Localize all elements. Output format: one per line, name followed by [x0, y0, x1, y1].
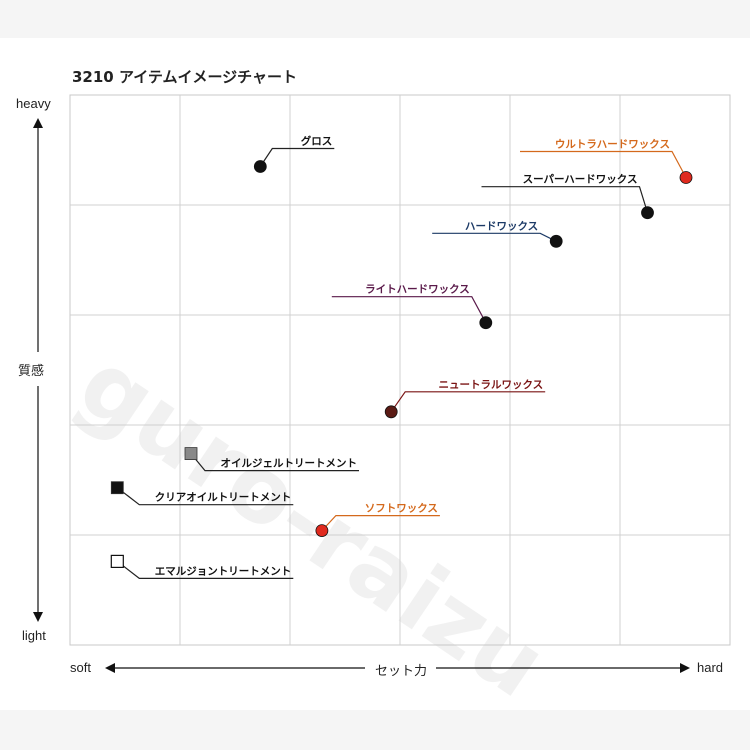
leader-line [331, 296, 487, 323]
point-label: エマルジョントリートメント [155, 565, 292, 577]
data-point [315, 524, 329, 537]
data-point [110, 554, 124, 569]
y-axis-label: 質感 [18, 364, 45, 379]
y-axis-bottom-label: light [22, 628, 46, 643]
data-point [641, 206, 654, 220]
point-label: ライトハードワックス [365, 284, 470, 296]
leader-line [481, 186, 649, 213]
point-label: ウルトラハードワックス [555, 139, 670, 151]
data-point [253, 160, 267, 173]
leader-line [259, 147, 335, 167]
chart-title: 3210 アイテムイメージチャート [72, 68, 298, 86]
point-label: ソフトワックス [365, 503, 438, 515]
data-point [110, 481, 124, 495]
point-label: クリアオイルトリートメント [155, 492, 292, 504]
x-axis-label: セット力 [371, 660, 432, 679]
point-label: ニュートラルワックス [439, 379, 544, 391]
x-axis-right-label: hard [697, 660, 724, 675]
leader-line [432, 232, 557, 242]
y-axis-arrowhead-up [33, 118, 43, 128]
point-label: オイルジェルトリートメント [221, 458, 358, 470]
leader-line [116, 560, 294, 580]
data-point [184, 447, 198, 461]
y-axis-arrowhead-down [33, 612, 43, 622]
data-point [549, 234, 563, 248]
leader-line [520, 150, 687, 178]
x-axis-arrowhead-right [680, 663, 690, 673]
x-axis-arrowhead-left [105, 663, 115, 673]
point-label: グロス [301, 135, 333, 148]
x-axis-left-label: soft [70, 660, 91, 675]
chart-panel [0, 38, 750, 710]
leader-line [321, 514, 440, 532]
y-axis-top-label: heavy [16, 96, 51, 111]
data-point [384, 405, 398, 419]
point-label: ハードワックス [465, 220, 538, 232]
point-label: スーパーハードワックス [523, 174, 638, 186]
data-point [679, 171, 693, 184]
leader-line [390, 391, 546, 413]
data-point [479, 316, 493, 330]
leader-line [116, 487, 294, 506]
